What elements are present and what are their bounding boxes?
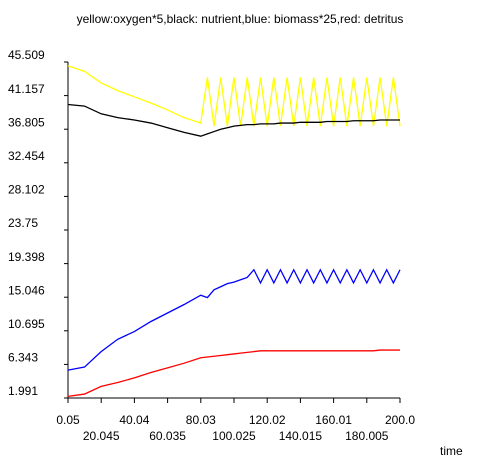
y-tick-label: 1.991 bbox=[8, 384, 38, 398]
x-axis-label: time bbox=[440, 444, 463, 458]
x-tick-label: 60.035 bbox=[149, 429, 186, 443]
x-tick-label: 20.045 bbox=[83, 429, 120, 443]
x-tick-label: 40.04 bbox=[119, 413, 149, 427]
x-tick-label: 100.025 bbox=[212, 429, 256, 443]
series-line bbox=[67, 349, 400, 398]
x-tick-label: 160.01 bbox=[315, 413, 352, 427]
y-tick-label: 19.398 bbox=[8, 250, 45, 264]
y-tick-label: 23.75 bbox=[8, 216, 38, 230]
series-line bbox=[67, 268, 401, 371]
y-tick-label: 6.343 bbox=[8, 351, 38, 365]
series-line bbox=[67, 65, 401, 127]
chart-title: yellow:oxygen*5,black: nutrient,blue: bi… bbox=[77, 12, 404, 26]
y-tick-label: 45.509 bbox=[8, 48, 45, 62]
y-tick-label: 28.102 bbox=[8, 183, 45, 197]
x-tick-label: 0.05 bbox=[56, 413, 80, 427]
x-tick-label: 140.015 bbox=[279, 429, 323, 443]
y-tick-label: 41.157 bbox=[8, 82, 45, 96]
x-tick-label: 200.0 bbox=[385, 413, 415, 427]
series-line bbox=[67, 103, 400, 137]
y-tick-label: 32.454 bbox=[8, 149, 45, 163]
x-tick-label: 80.03 bbox=[186, 413, 216, 427]
y-tick-label: 10.695 bbox=[8, 317, 45, 331]
y-tick-label: 36.805 bbox=[8, 115, 45, 129]
y-tick-label: 15.046 bbox=[8, 283, 45, 297]
x-tick-label: 120.02 bbox=[249, 413, 286, 427]
x-tick-label: 180.005 bbox=[345, 429, 389, 443]
